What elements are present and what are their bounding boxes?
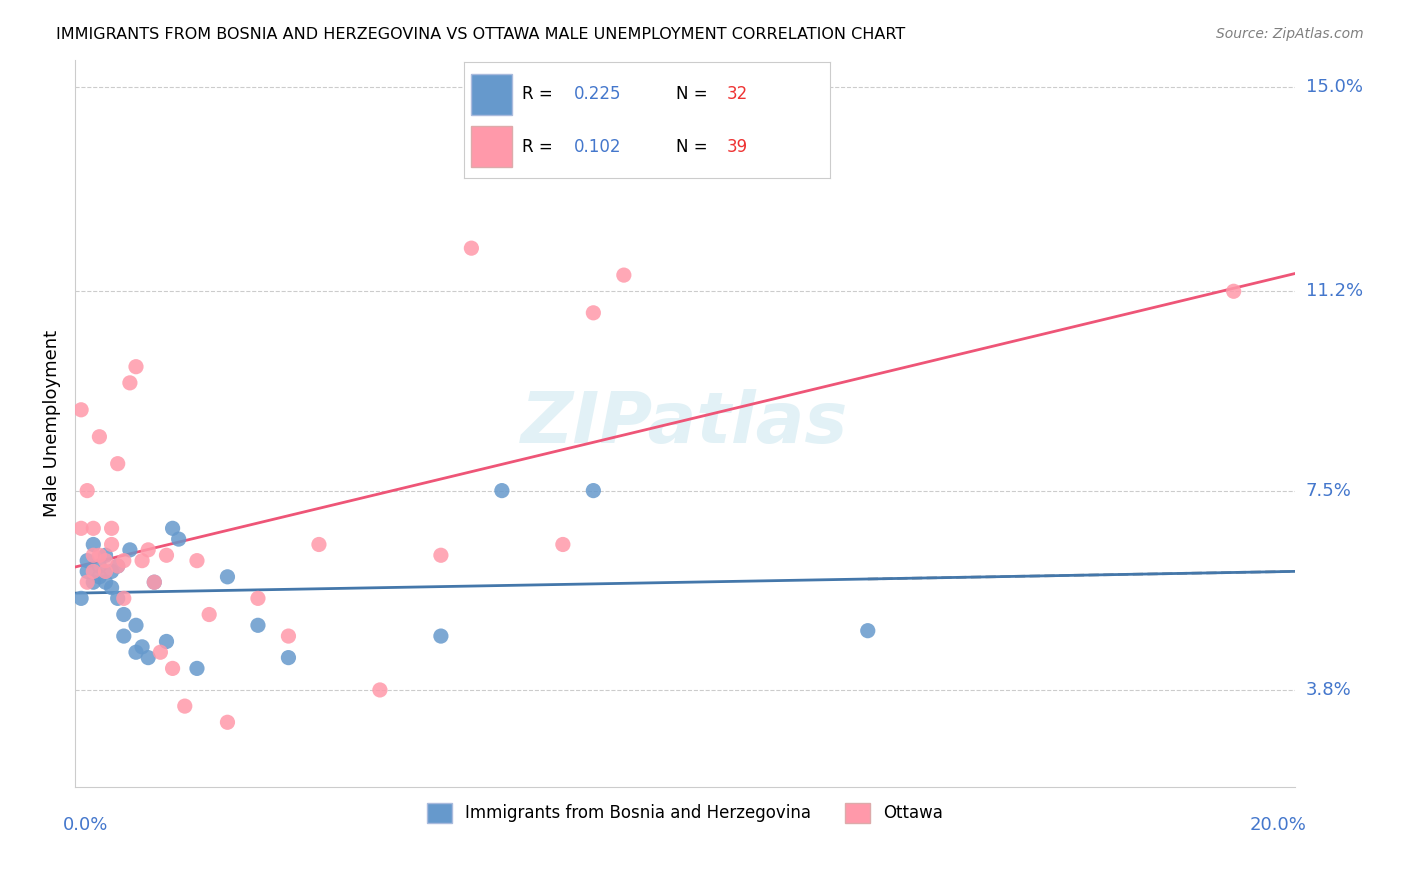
Point [76, 575, 98, 590]
Point [551, 537, 574, 551]
Point [100, 521, 122, 535]
Point [217, 570, 239, 584]
Point [107, 559, 129, 574]
Point [100, 537, 122, 551]
Point [76, 554, 98, 568]
Point [246, 591, 269, 606]
Point [277, 650, 299, 665]
Text: R =: R = [523, 86, 558, 103]
Point [856, 624, 879, 638]
Point [136, 542, 159, 557]
FancyBboxPatch shape [471, 74, 512, 114]
Point [107, 457, 129, 471]
Point [100, 581, 122, 595]
Text: N =: N = [676, 86, 713, 103]
Point [186, 661, 208, 675]
Point [82, 548, 104, 562]
Point [368, 682, 391, 697]
Point [76, 483, 98, 498]
Point [491, 483, 513, 498]
Text: 0.225: 0.225 [574, 86, 621, 103]
Point [186, 554, 208, 568]
Point [582, 483, 605, 498]
Point [430, 548, 453, 562]
Point [89, 570, 111, 584]
Point [82, 575, 104, 590]
Point [100, 565, 122, 579]
Text: 32: 32 [727, 86, 748, 103]
Text: 15.0%: 15.0% [1306, 78, 1362, 95]
Point [107, 591, 129, 606]
Text: 0.0%: 0.0% [63, 816, 108, 834]
Point [94, 554, 117, 568]
Point [94, 575, 117, 590]
Point [125, 618, 148, 632]
Point [82, 537, 104, 551]
Legend: Immigrants from Bosnia and Herzegovina, Ottawa: Immigrants from Bosnia and Herzegovina, … [420, 796, 949, 830]
Text: 39: 39 [727, 137, 748, 155]
Text: ZIPatlas: ZIPatlas [522, 389, 848, 458]
Point [162, 661, 184, 675]
Point [112, 591, 135, 606]
Point [82, 565, 104, 579]
Point [118, 542, 141, 557]
Point [582, 306, 605, 320]
Text: 11.2%: 11.2% [1306, 282, 1362, 301]
Point [173, 699, 195, 714]
Point [112, 629, 135, 643]
Point [162, 521, 184, 535]
Point [430, 629, 453, 643]
Point [246, 618, 269, 632]
Point [460, 241, 482, 255]
Text: 3.8%: 3.8% [1306, 681, 1351, 699]
Point [131, 640, 153, 654]
Text: 20.0%: 20.0% [1250, 816, 1306, 834]
Point [70, 521, 93, 535]
Point [125, 645, 148, 659]
Point [118, 376, 141, 390]
Point [89, 430, 111, 444]
Point [167, 532, 190, 546]
Point [155, 548, 177, 562]
Point [308, 537, 330, 551]
Point [613, 268, 636, 282]
FancyBboxPatch shape [471, 126, 512, 167]
Point [94, 548, 117, 562]
Point [136, 650, 159, 665]
Y-axis label: Male Unemployment: Male Unemployment [44, 330, 60, 516]
Point [76, 565, 98, 579]
Point [149, 645, 172, 659]
Point [131, 554, 153, 568]
Point [70, 402, 93, 417]
Point [112, 607, 135, 622]
Point [82, 521, 104, 535]
Point [198, 607, 221, 622]
Point [125, 359, 148, 374]
Text: IMMIGRANTS FROM BOSNIA AND HERZEGOVINA VS OTTAWA MALE UNEMPLOYMENT CORRELATION C: IMMIGRANTS FROM BOSNIA AND HERZEGOVINA V… [56, 27, 905, 42]
Text: 7.5%: 7.5% [1306, 482, 1351, 500]
Text: N =: N = [676, 137, 713, 155]
Point [112, 554, 135, 568]
Point [277, 629, 299, 643]
Point [89, 559, 111, 574]
Point [217, 715, 239, 730]
Point [89, 548, 111, 562]
Text: 0.102: 0.102 [574, 137, 621, 155]
Text: R =: R = [523, 137, 558, 155]
Point [107, 559, 129, 574]
Point [155, 634, 177, 648]
Point [143, 575, 166, 590]
Text: Source: ZipAtlas.com: Source: ZipAtlas.com [1216, 27, 1364, 41]
Point [143, 575, 166, 590]
Point [1222, 285, 1244, 299]
Point [94, 565, 117, 579]
Point [70, 591, 93, 606]
